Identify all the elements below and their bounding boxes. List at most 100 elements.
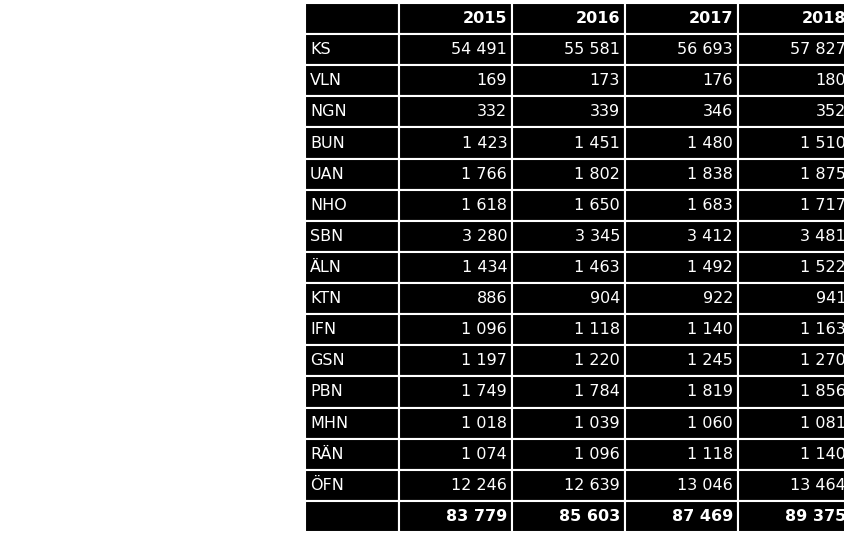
Bar <box>625 3 737 34</box>
Text: 176: 176 <box>701 73 733 88</box>
Bar <box>511 221 625 252</box>
Bar <box>625 283 737 314</box>
Text: 1 510: 1 510 <box>799 135 844 150</box>
Text: 1 766: 1 766 <box>461 166 506 182</box>
Text: 56 693: 56 693 <box>677 42 733 57</box>
Text: 1 749: 1 749 <box>461 385 506 400</box>
Text: 3 280: 3 280 <box>461 229 506 244</box>
Bar <box>398 283 511 314</box>
Text: 1 096: 1 096 <box>461 322 506 337</box>
Text: 1 802: 1 802 <box>574 166 619 182</box>
Text: 1 096: 1 096 <box>574 447 619 462</box>
Bar <box>305 96 398 127</box>
Bar <box>737 96 844 127</box>
Bar <box>625 314 737 345</box>
Text: 1 220: 1 220 <box>574 353 619 369</box>
Text: 173: 173 <box>589 73 619 88</box>
Bar <box>398 377 511 408</box>
Bar <box>305 408 398 439</box>
Text: 1 074: 1 074 <box>461 447 506 462</box>
Bar <box>305 470 398 501</box>
Bar <box>398 96 511 127</box>
Text: 1 270: 1 270 <box>799 353 844 369</box>
Bar <box>625 345 737 377</box>
Bar <box>511 65 625 96</box>
Bar <box>625 439 737 470</box>
Bar <box>398 158 511 190</box>
Text: 55 581: 55 581 <box>564 42 619 57</box>
Text: 3 345: 3 345 <box>574 229 619 244</box>
Text: MHN: MHN <box>310 416 348 431</box>
Text: 1 784: 1 784 <box>574 385 619 400</box>
Bar <box>737 470 844 501</box>
Text: UAN: UAN <box>310 166 344 182</box>
Text: 941: 941 <box>814 291 844 306</box>
Bar <box>398 221 511 252</box>
Text: 3 412: 3 412 <box>687 229 733 244</box>
Bar <box>511 3 625 34</box>
Text: KS: KS <box>310 42 330 57</box>
Bar <box>511 158 625 190</box>
Bar <box>398 501 511 532</box>
Bar <box>398 127 511 158</box>
Bar <box>511 96 625 127</box>
Text: PBN: PBN <box>310 385 343 400</box>
Text: 1 018: 1 018 <box>461 416 506 431</box>
Text: 1 060: 1 060 <box>686 416 733 431</box>
Text: 1 492: 1 492 <box>686 260 733 275</box>
Text: 1 522: 1 522 <box>799 260 844 275</box>
Text: ÖFN: ÖFN <box>310 478 344 493</box>
Bar <box>398 439 511 470</box>
Bar <box>625 96 737 127</box>
Bar <box>737 314 844 345</box>
Text: 1 650: 1 650 <box>574 198 619 213</box>
Bar <box>398 34 511 65</box>
Text: 2016: 2016 <box>575 11 619 26</box>
Bar <box>737 158 844 190</box>
Text: 339: 339 <box>589 104 619 119</box>
Bar <box>737 65 844 96</box>
Bar <box>305 190 398 221</box>
Bar <box>625 127 737 158</box>
Bar <box>305 252 398 283</box>
Text: KTN: KTN <box>310 291 341 306</box>
Bar <box>511 190 625 221</box>
Bar <box>398 252 511 283</box>
Text: RÄN: RÄN <box>310 447 344 462</box>
Bar <box>398 190 511 221</box>
Bar <box>625 34 737 65</box>
Text: 1 245: 1 245 <box>686 353 733 369</box>
Text: 2015: 2015 <box>462 11 506 26</box>
Text: 1 163: 1 163 <box>799 322 844 337</box>
Text: 89 375: 89 375 <box>784 509 844 524</box>
Text: IFN: IFN <box>310 322 336 337</box>
Text: BUN: BUN <box>310 135 344 150</box>
Text: 346: 346 <box>702 104 733 119</box>
Text: 85 603: 85 603 <box>558 509 619 524</box>
Text: 922: 922 <box>702 291 733 306</box>
Text: NHO: NHO <box>310 198 346 213</box>
Text: GSN: GSN <box>310 353 344 369</box>
Bar <box>737 34 844 65</box>
Bar <box>398 314 511 345</box>
Bar <box>625 377 737 408</box>
Bar <box>305 314 398 345</box>
Bar <box>737 3 844 34</box>
Text: 13 046: 13 046 <box>677 478 733 493</box>
Text: 57 827: 57 827 <box>789 42 844 57</box>
Bar <box>305 127 398 158</box>
Bar <box>737 127 844 158</box>
Text: 1 423: 1 423 <box>461 135 506 150</box>
Bar <box>625 158 737 190</box>
Bar <box>511 439 625 470</box>
Text: 1 451: 1 451 <box>574 135 619 150</box>
Bar <box>305 221 398 252</box>
Text: 886: 886 <box>476 291 506 306</box>
Bar <box>511 501 625 532</box>
Bar <box>511 127 625 158</box>
Bar <box>737 439 844 470</box>
Text: 13 464: 13 464 <box>789 478 844 493</box>
Text: 1 140: 1 140 <box>686 322 733 337</box>
Bar <box>625 408 737 439</box>
Bar <box>305 501 398 532</box>
